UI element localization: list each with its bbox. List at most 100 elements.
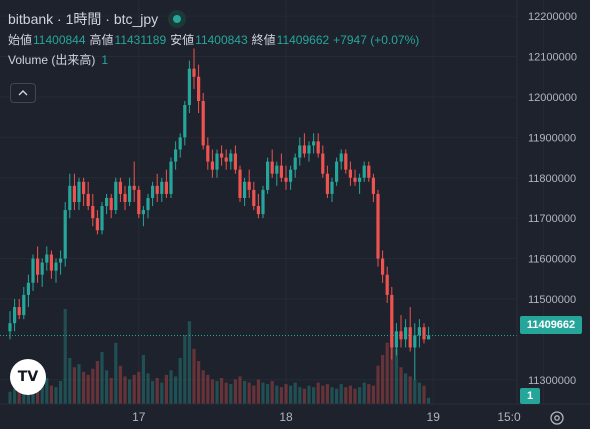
volume-bar	[86, 374, 90, 404]
volume-bar	[183, 335, 187, 404]
volume-bar	[307, 385, 311, 404]
volume-bar	[330, 387, 334, 404]
price-tick: 12200000	[528, 11, 577, 23]
volume-bar	[266, 384, 270, 404]
candle-body	[13, 307, 17, 324]
volume-bar	[54, 387, 58, 404]
candle-body	[252, 189, 256, 207]
price-tick: 11600000	[528, 254, 576, 266]
candle-body	[146, 197, 150, 211]
volume-bar	[49, 385, 53, 404]
volume-bar	[210, 379, 214, 404]
candle-body	[247, 181, 251, 190]
candle-body	[155, 185, 159, 194]
volume-bar	[132, 374, 136, 404]
candle-body	[36, 258, 40, 275]
volume-bar	[353, 388, 357, 404]
tradingview-logo-icon[interactable]: TV	[10, 359, 46, 395]
candle-body	[362, 165, 366, 178]
price-tick: 11300000	[528, 375, 576, 387]
candle-body	[404, 327, 408, 340]
low-value: 11400843	[195, 33, 248, 47]
candle-body	[49, 254, 53, 271]
candle-body	[330, 181, 334, 194]
volume-bar	[72, 367, 76, 404]
candle-body	[174, 149, 178, 162]
volume-bar	[339, 384, 343, 404]
volume-bar	[427, 397, 431, 404]
close-label: 終値	[251, 33, 276, 47]
volume-bar	[413, 379, 417, 404]
candle-body	[197, 76, 201, 101]
volume-bar	[275, 385, 279, 404]
candle-body	[160, 181, 164, 194]
candle-body	[408, 327, 412, 348]
volume-bar	[316, 382, 320, 404]
volume-bar	[141, 354, 145, 404]
volume-bar	[256, 379, 260, 404]
candle-body	[399, 331, 403, 340]
candle-body	[427, 335, 431, 340]
candle-body	[422, 327, 426, 340]
market-status-icon	[168, 10, 187, 28]
open-label: 始値	[8, 33, 33, 47]
current-price-label: 11409662	[520, 316, 582, 334]
candle-body	[302, 145, 306, 154]
volume-bar	[279, 387, 283, 404]
volume-bar	[206, 374, 210, 404]
price-tick: 11500000	[528, 294, 576, 306]
gear-icon[interactable]	[548, 409, 566, 427]
candle-body	[215, 153, 219, 170]
volume-bar	[105, 370, 109, 404]
volume-bar	[137, 371, 141, 404]
volume-bar	[390, 318, 394, 404]
candle-body	[381, 258, 385, 275]
volume-bar	[302, 388, 306, 404]
volume-bar	[229, 384, 233, 404]
candle-body	[210, 161, 214, 170]
candle-body	[54, 262, 58, 271]
volume-bar	[325, 384, 329, 404]
volume-bar	[362, 382, 366, 404]
candle-body	[261, 189, 265, 215]
volume-bar	[224, 382, 228, 404]
volume-legend[interactable]: Volume (出来高) 1	[8, 52, 423, 69]
time-tick: 19	[427, 410, 441, 424]
volume-bar	[63, 309, 67, 404]
candle-body	[63, 210, 67, 259]
candle-body	[298, 145, 302, 158]
candle-body	[220, 153, 224, 158]
volume-bar	[40, 382, 44, 404]
candle-body	[321, 153, 325, 174]
price-tick: 12000000	[528, 92, 577, 104]
volume-bar	[146, 373, 150, 404]
price-change: +7947 (+0.07%)	[333, 33, 420, 47]
candle-body	[206, 145, 210, 162]
symbol-title[interactable]: bitbank · 1時間 · btc_jpy	[8, 10, 159, 27]
candle-body	[348, 169, 352, 178]
volume-bar	[45, 377, 49, 404]
volume-bar	[164, 374, 168, 404]
candle-body	[233, 153, 237, 170]
volume-bar	[252, 385, 256, 404]
time-tick: 18	[279, 410, 293, 424]
candle-body	[293, 157, 297, 170]
volume-bar	[270, 381, 274, 404]
candle-body	[413, 335, 417, 348]
candle-body	[243, 181, 247, 198]
ohlc-values: 始値 11400844 高値 11431189 安値 11400843 終値 1…	[8, 32, 423, 49]
symbol-title-row[interactable]: bitbank · 1時間 · btc_jpy	[8, 10, 423, 28]
collapse-legend-button[interactable]	[10, 83, 36, 103]
candle-body	[164, 181, 168, 194]
volume-bar	[197, 361, 201, 404]
candle-body	[68, 185, 72, 211]
volume-bar	[284, 384, 288, 404]
candle-body	[371, 177, 375, 194]
volume-bar	[68, 358, 72, 404]
volume-bar	[201, 370, 205, 404]
time-axis[interactable]: 17 18 19 15:0	[132, 410, 521, 424]
candle-body	[178, 137, 182, 150]
candle-body	[394, 331, 398, 348]
price-axis[interactable]: 12200000 12100000 12000000 11900000 1180…	[528, 11, 577, 387]
